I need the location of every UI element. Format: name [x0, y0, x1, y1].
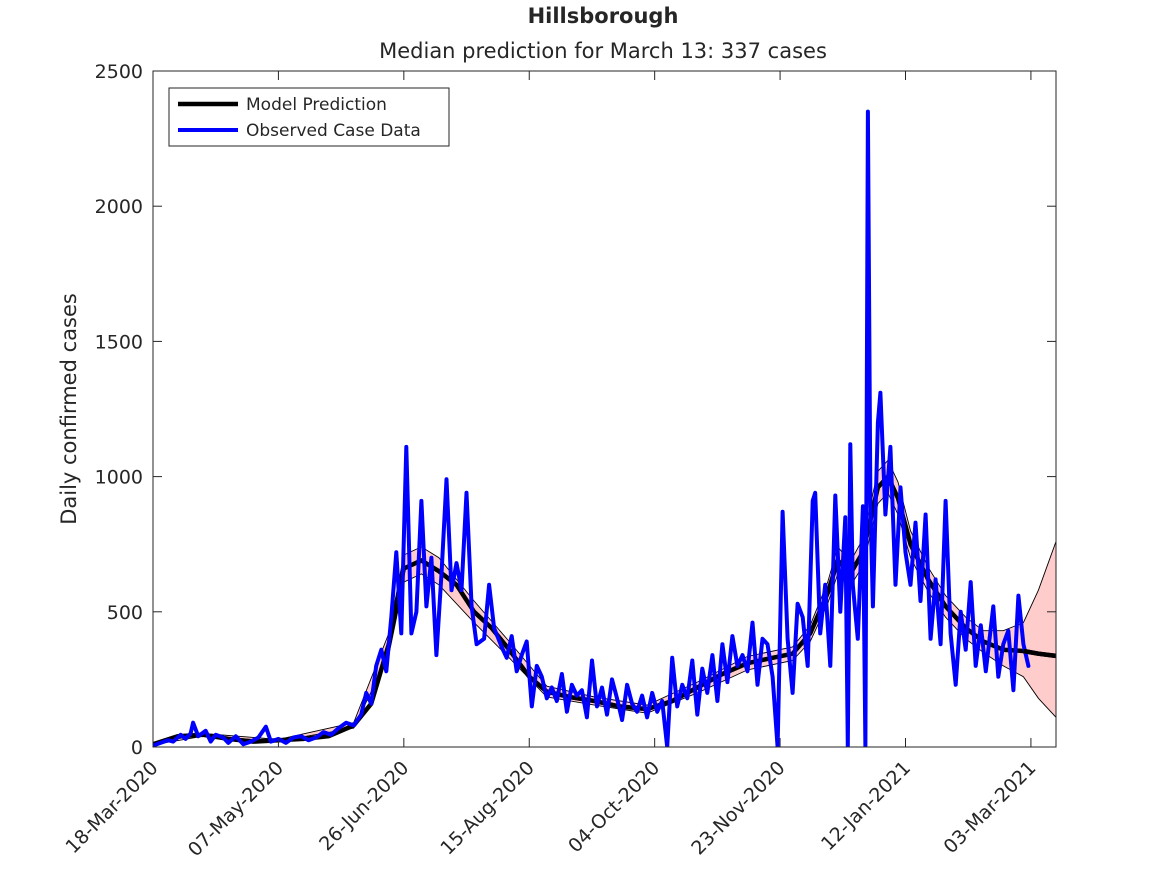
legend-label-0: Model Prediction	[246, 95, 387, 115]
legend-box	[168, 87, 450, 147]
x-tick-label-2: 26-Jun-2020	[315, 757, 413, 855]
y-tick-label-5: 2500	[95, 61, 143, 83]
axes-box	[152, 70, 1057, 748]
legend-label-1: Observed Case Data	[246, 121, 421, 141]
y-axis-label: Daily confirmed cases	[57, 293, 81, 525]
y-tick-label-4: 2000	[95, 196, 143, 218]
plot-area	[153, 109, 1056, 747]
x-tick-label-0: 18-Mar-2020	[62, 757, 163, 858]
model-forecast-line	[1023, 648, 1056, 659]
series-line-1	[153, 109, 1031, 747]
chart-title: Hillsborough	[528, 4, 679, 28]
x-tick-label-4: 04-Oct-2020	[564, 757, 664, 857]
x-tick-label-6: 12-Jan-2021	[817, 757, 915, 855]
legend: Model Prediction Observed Case Data	[168, 87, 450, 147]
x-tick-label-1: 07-May-2020	[184, 757, 288, 861]
y-tick-label-2: 1000	[95, 467, 143, 489]
chart-subtitle: Median prediction for March 13: 337 case…	[379, 39, 827, 63]
y-tick-label-1: 500	[107, 602, 143, 624]
x-tick-label-7: 03-Mar-2021	[939, 757, 1040, 858]
x-tick-label-3: 15-Aug-2020	[436, 757, 538, 859]
x-tick-label-5: 23-Nov-2020	[687, 757, 789, 859]
y-tick-label-0: 0	[131, 737, 143, 759]
y-tick-label-3: 1500	[95, 331, 143, 353]
